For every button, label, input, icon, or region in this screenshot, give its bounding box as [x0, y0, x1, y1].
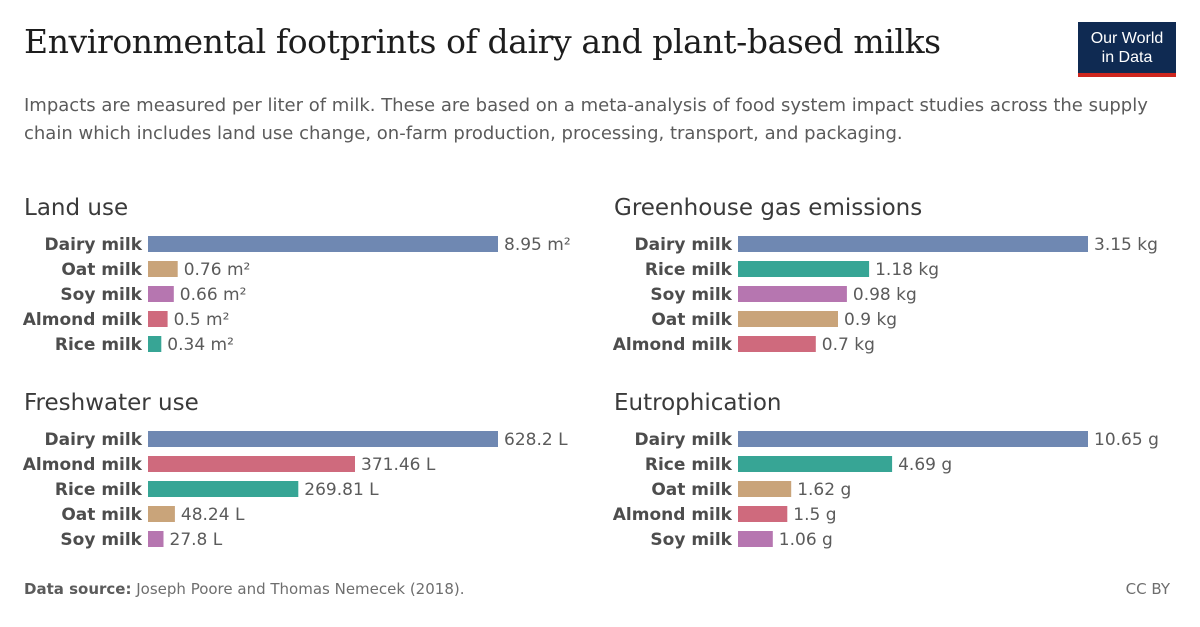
- bar-soy-milk[interactable]: [148, 531, 164, 547]
- panel-freshwater-use: Freshwater use Dairy milk 628.2 L Almond m…: [23, 390, 584, 560]
- bar-almond-milk[interactable]: [148, 311, 168, 327]
- category-label-rice-milk: Rice milk: [55, 335, 143, 355]
- bar-oat-milk[interactable]: [148, 261, 178, 277]
- bar-almond-milk[interactable]: [738, 506, 788, 522]
- category-label-almond-milk: Almond milk: [23, 310, 143, 330]
- category-label-rice-milk: Rice milk: [645, 455, 733, 475]
- category-label-almond-milk: Almond milk: [613, 505, 733, 525]
- bar-oat-milk[interactable]: [148, 506, 175, 522]
- bar-almond-milk[interactable]: [148, 456, 355, 472]
- bar-dairy-milk[interactable]: [738, 431, 1088, 447]
- panel-eutrophication: Eutrophication Dairy milk 10.65 g Rice mil…: [613, 390, 1174, 560]
- category-label-almond-milk: Almond milk: [613, 335, 733, 355]
- value-label-almond-milk: 0.5 m²: [174, 310, 230, 330]
- owid-logo[interactable]: Our World in Data: [1078, 22, 1176, 77]
- bar-rice-milk[interactable]: [148, 336, 162, 352]
- category-label-oat-milk: Oat milk: [651, 310, 732, 330]
- value-label-dairy-milk: 10.65 g: [1094, 430, 1159, 450]
- value-label-dairy-milk: 628.2 L: [504, 430, 568, 450]
- bar-rice-milk[interactable]: [738, 261, 870, 277]
- panel-title: Land use: [24, 195, 129, 221]
- value-label-oat-milk: 0.76 m²: [184, 260, 251, 280]
- bar-oat-milk[interactable]: [738, 481, 792, 497]
- category-label-soy-milk: Soy milk: [650, 530, 732, 550]
- value-label-oat-milk: 48.24 L: [181, 505, 245, 525]
- value-label-oat-milk: 1.62 g: [797, 480, 851, 500]
- value-label-rice-milk: 1.18 kg: [875, 260, 939, 280]
- category-label-soy-milk: Soy milk: [60, 530, 142, 550]
- bar-soy-milk[interactable]: [738, 531, 773, 547]
- bar-rice-milk[interactable]: [738, 456, 893, 472]
- value-label-soy-milk: 1.06 g: [779, 530, 833, 550]
- category-label-dairy-milk: Dairy milk: [45, 235, 143, 255]
- category-label-dairy-milk: Dairy milk: [635, 235, 733, 255]
- category-label-rice-milk: Rice milk: [55, 480, 143, 500]
- data-source-label: Data source:: [24, 580, 132, 598]
- bar-soy-milk[interactable]: [738, 286, 847, 302]
- bar-oat-milk[interactable]: [738, 311, 838, 327]
- value-label-rice-milk: 269.81 L: [304, 480, 379, 500]
- category-label-oat-milk: Oat milk: [61, 505, 142, 525]
- bar-soy-milk[interactable]: [148, 286, 174, 302]
- eutrophication-bar-chart: Dairy milk 10.65 g Rice milk 4.69 g Oat milk…: [613, 430, 1159, 550]
- logo-text-line1: Our World: [1090, 29, 1164, 47]
- value-label-almond-milk: 1.5 g: [793, 505, 836, 525]
- panel-ghg-emissions: Greenhouse gas emissions Dairy milk 3.15 …: [613, 195, 1174, 365]
- value-label-dairy-milk: 8.95 m²: [504, 235, 571, 255]
- value-label-rice-milk: 4.69 g: [898, 455, 952, 475]
- panel-title: Freshwater use: [24, 390, 199, 416]
- panel-land-use: Land use Dairy milk 8.95 m² Oat milk 0.76 m…: [23, 195, 584, 365]
- bar-rice-milk[interactable]: [148, 481, 299, 497]
- category-label-oat-milk: Oat milk: [651, 480, 732, 500]
- category-label-dairy-milk: Dairy milk: [45, 430, 143, 450]
- land-use-bar-chart: Dairy milk 8.95 m² Oat milk 0.76 m² Soy milk…: [23, 235, 571, 355]
- license-link[interactable]: CC BY: [1125, 580, 1170, 598]
- bar-almond-milk[interactable]: [738, 336, 816, 352]
- bar-dairy-milk[interactable]: [738, 236, 1088, 252]
- value-label-soy-milk: 27.8 L: [170, 530, 223, 550]
- value-label-rice-milk: 0.34 m²: [167, 335, 234, 355]
- value-label-soy-milk: 0.66 m²: [180, 285, 247, 305]
- category-label-oat-milk: Oat milk: [61, 260, 142, 280]
- category-label-soy-milk: Soy milk: [60, 285, 142, 305]
- value-label-soy-milk: 0.98 kg: [853, 285, 917, 305]
- value-label-dairy-milk: 3.15 kg: [1094, 235, 1158, 255]
- category-label-rice-milk: Rice milk: [645, 260, 733, 280]
- bar-dairy-milk[interactable]: [148, 236, 498, 252]
- ghg-emissions-bar-chart: Dairy milk 3.15 kg Rice milk 1.18 kg Soy mil…: [613, 235, 1158, 355]
- category-label-soy-milk: Soy milk: [650, 285, 732, 305]
- data-source-note: Data source: Joseph Poore and Thomas Nem…: [24, 580, 464, 598]
- panel-title: Greenhouse gas emissions: [614, 195, 923, 221]
- logo-text-line2: in Data: [1101, 48, 1153, 66]
- category-label-dairy-milk: Dairy milk: [635, 430, 733, 450]
- freshwater-use-bar-chart: Dairy milk 628.2 L Almond milk 371.46 L Rice…: [23, 430, 568, 550]
- data-source-link[interactable]: Joseph Poore and Thomas Nemecek (2018).: [136, 580, 465, 598]
- chart-title: Environmental footprints of dairy and pl…: [24, 22, 941, 61]
- category-label-almond-milk: Almond milk: [23, 455, 143, 475]
- chart-subtitle: Impacts are measured per liter of milk. …: [24, 95, 1148, 144]
- value-label-almond-milk: 371.46 L: [361, 455, 436, 475]
- bar-dairy-milk[interactable]: [148, 431, 498, 447]
- value-label-almond-milk: 0.7 kg: [822, 335, 875, 355]
- panel-title: Eutrophication: [614, 390, 782, 416]
- value-label-oat-milk: 0.9 kg: [844, 310, 897, 330]
